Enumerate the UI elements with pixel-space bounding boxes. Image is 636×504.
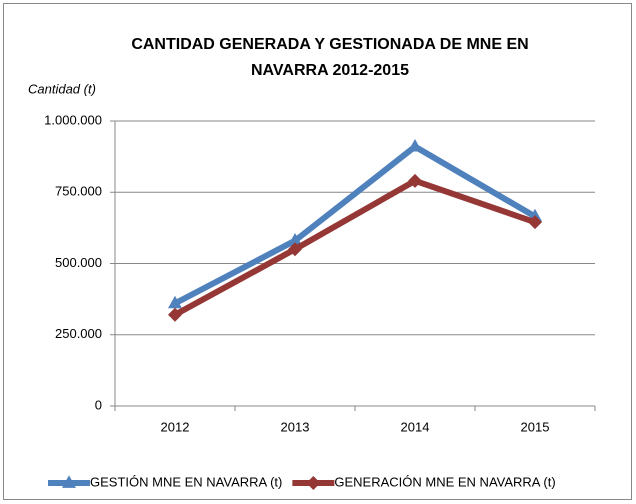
- x-tick-label: 2013: [281, 419, 310, 434]
- x-tick-label: 2015: [521, 419, 550, 434]
- legend-label: GENERACIÓN MNE EN NAVARRA (t): [334, 474, 555, 489]
- y-tick-label: 250.000: [55, 326, 102, 341]
- y-tick-label: 500.000: [55, 255, 102, 270]
- data-point: [288, 233, 302, 246]
- y-tick-label: 750.000: [55, 184, 102, 199]
- legend-marker: [62, 475, 76, 488]
- chart-title: CANTIDAD GENERADA Y GESTIONADA DE MNE EN…: [131, 36, 529, 79]
- data-point: [168, 295, 182, 309]
- y-tick-label: 0: [95, 397, 102, 412]
- data-point: [288, 242, 302, 257]
- data-point: [528, 215, 542, 230]
- chart-border: [3, 3, 632, 500]
- series-line: [173, 143, 537, 307]
- y-axis-label: Cantidad (t): [28, 81, 96, 96]
- data-point: [408, 138, 422, 152]
- series-line: [173, 177, 536, 318]
- x-tick-label: 2012: [161, 419, 190, 434]
- legend-label: GESTIÓN MNE EN NAVARRA (t): [90, 474, 282, 489]
- x-tick-label: 2014: [401, 419, 430, 434]
- y-tick-label: 1.000.000: [44, 112, 102, 127]
- legend-marker: [306, 476, 321, 490]
- data-point: [408, 173, 422, 188]
- data-point: [168, 307, 182, 322]
